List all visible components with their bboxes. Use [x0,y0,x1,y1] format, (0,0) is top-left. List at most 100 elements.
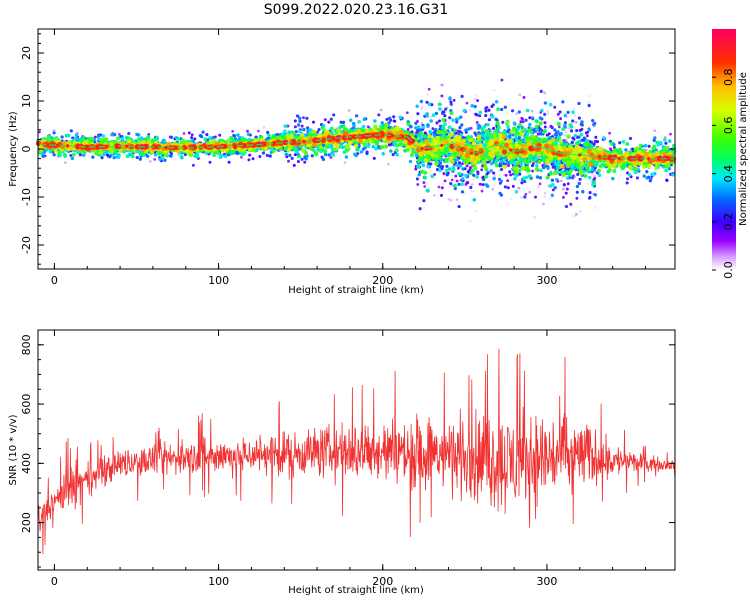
spectral-point [441,182,445,186]
spectral-point [591,118,595,123]
spectral-point [414,153,419,158]
spectral-point [452,98,456,102]
spectral-point [578,128,582,132]
spectral-point [99,137,104,143]
spectral-point [262,126,266,129]
spectral-point [460,162,464,166]
spectral-point [520,181,524,185]
spectral-point [472,197,477,202]
spectral-point [478,110,483,115]
spectral-point [64,133,69,138]
spectral-point [490,114,495,119]
spectral-point [353,143,359,149]
spectral-point [638,143,643,148]
spectral-point [177,153,180,156]
spectral-point [440,111,445,115]
spectral-point [460,123,464,127]
spectral-point [449,181,453,186]
spectral-point [561,127,566,132]
spectral-point [52,131,56,135]
spectral-point [298,129,302,134]
spectral-point [530,164,535,168]
spectral-point [551,188,555,192]
spectral-point [513,176,517,181]
spectral-point [571,136,575,140]
spectral-point [454,174,458,178]
spectral-point [453,183,457,188]
spectral-point [416,112,420,116]
spectral-point [395,153,399,157]
spectral-point [669,132,672,136]
spectral-point [199,134,204,139]
spectral-point [314,152,319,157]
spectral-point [343,161,347,164]
spectral-point [441,134,446,138]
spectral-point [590,170,594,174]
spectral-point [424,107,428,111]
spectral-point [496,107,501,112]
spectral-point [495,163,499,168]
spectral-point [309,146,314,151]
spectral-point [434,161,439,166]
spectral-point [461,177,465,181]
spectral-point [506,186,510,190]
spectral-point [575,129,579,133]
spectral-point [593,174,596,178]
spectral-point [162,139,167,144]
spectral-point [101,134,106,138]
spectral-point [468,108,471,112]
spectral-point [531,169,535,173]
spectral-point [503,185,507,189]
spectral-point [655,140,660,145]
spectral-point [562,183,566,187]
spectral-point [508,134,512,139]
spectral-point [550,182,555,187]
spectral-point [153,153,158,157]
spectral-point [414,126,418,130]
spectral-point [453,186,457,191]
spectral-point [475,174,479,179]
spectral-point [461,167,465,171]
spectral-point [363,146,367,150]
spectral-point [116,155,121,160]
spectral-point [344,155,349,159]
spectral-point [419,99,424,104]
spectral-point [574,141,579,146]
spectral-point [465,181,469,184]
spectral-point [232,133,236,138]
spectral-point [160,156,165,160]
spectral-point [597,168,601,173]
spectral-point [628,136,633,141]
spectral-point [537,185,540,188]
spectral-point [474,209,478,213]
spectral-point [494,117,498,121]
spectral-point [550,193,555,198]
spectral-point [41,154,45,158]
spectral-point [78,153,82,157]
spectral-point [508,170,512,174]
spectral-point [316,130,320,134]
spectral-point [288,153,292,158]
spectral-point [443,107,448,111]
spectral-point [423,134,427,139]
spectral-point [421,163,426,168]
spectral-point [593,169,597,173]
spectral-point [524,118,528,122]
spectral-point [571,119,575,123]
spectral-point [394,148,399,153]
spectral-point [118,133,121,136]
spectral-point [318,145,324,150]
spectral-point [491,127,495,131]
spectral-point [70,156,75,161]
spectral-point [534,119,539,124]
spectral-point [467,127,471,131]
spectral-point [251,157,255,161]
spectral-point [180,139,185,144]
spectral-point [377,113,381,117]
spectral-point [589,179,593,183]
spectral-point [564,142,569,147]
spectral-point [664,168,668,173]
spectral-point [594,135,598,139]
spectral-point [498,191,502,196]
spectral-point [493,88,496,92]
